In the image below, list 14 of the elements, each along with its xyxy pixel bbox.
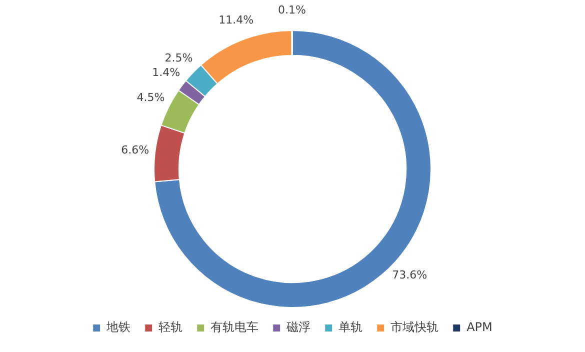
legend-label: 轻轨: [158, 320, 183, 334]
data-label: 11.4%: [218, 14, 254, 27]
legend-label: 单轨: [338, 320, 363, 334]
legend-label: 地铁: [106, 320, 131, 334]
data-label: 4.5%: [136, 91, 165, 104]
legend-label: APM: [466, 320, 492, 334]
legend-label: 有轨电车: [210, 320, 259, 334]
data-label: 0.1%: [278, 3, 306, 16]
data-label: 1.4%: [152, 66, 180, 80]
data-label: 73.6%: [392, 268, 428, 282]
data-label: 6.6%: [121, 144, 150, 157]
legend-label: 市域快轨: [390, 320, 439, 334]
data-label: 2.5%: [164, 51, 193, 64]
legend-label: 磁浮: [286, 320, 311, 334]
